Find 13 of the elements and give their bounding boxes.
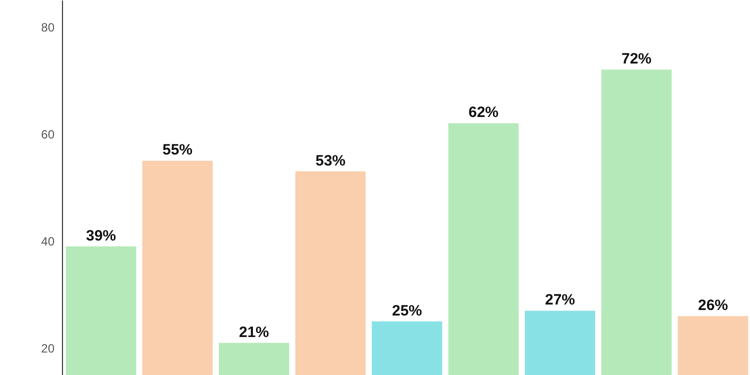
y-tick-label: 60 [41,127,55,142]
data-label: 39% [86,227,116,244]
data-label: 25% [392,302,422,320]
data-label: 21% [238,324,270,341]
data-label: 72% [621,50,652,68]
data-label: 53% [315,152,346,170]
data-label: 27% [544,292,576,309]
y-tick-label: 80 [41,20,55,34]
data-label: 26% [698,297,728,314]
y-tick-label: 40 [41,234,55,249]
y-tick-label: 20 [41,342,55,356]
data-label: 62% [468,104,499,122]
data-label: 55% [162,142,193,159]
